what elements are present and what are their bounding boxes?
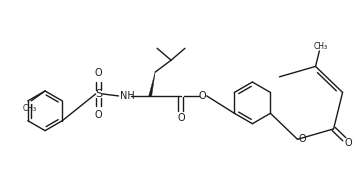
Text: O: O [95,68,103,78]
Text: CH₃: CH₃ [22,104,36,113]
Text: O: O [344,138,352,148]
Text: O: O [177,113,185,123]
Text: CH₃: CH₃ [313,42,327,51]
Text: NH: NH [120,91,135,101]
Text: O: O [199,91,207,101]
Polygon shape [149,72,155,96]
Text: O: O [299,134,306,144]
Text: O: O [95,110,103,120]
Text: S: S [95,89,102,99]
